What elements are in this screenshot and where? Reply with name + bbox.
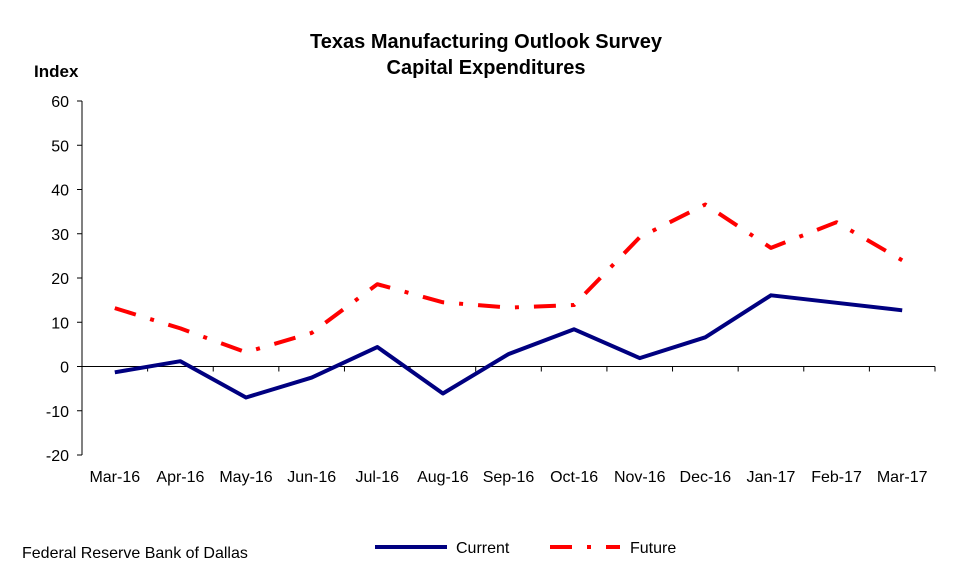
x-tick-label: Sep-16 <box>483 469 535 486</box>
chart-subtitle: Capital Expenditures <box>387 57 586 79</box>
chart-axes <box>77 100 936 456</box>
legend-label-current: Current <box>456 540 510 557</box>
y-tick-labels: 60 50 40 30 20 10 0 -10 -20 <box>46 94 69 465</box>
x-tick-label: Oct-16 <box>550 469 598 486</box>
x-tick-label: Nov-16 <box>614 469 666 486</box>
x-tick-label: Dec-16 <box>680 469 732 486</box>
y-tick-label: 0 <box>60 360 69 377</box>
x-tick-label: May-16 <box>219 469 272 486</box>
y-tick-label: -10 <box>46 404 69 421</box>
y-tick-label: 10 <box>51 315 69 332</box>
chart-title: Texas Manufacturing Outlook Survey <box>310 31 663 53</box>
legend: Current Future <box>375 540 676 557</box>
series-lines <box>114 202 904 400</box>
y-tick-label: 50 <box>51 138 69 155</box>
y-tick-label: 20 <box>51 271 69 288</box>
source-note: Federal Reserve Bank of Dallas <box>22 545 248 562</box>
x-tick-label: Jun-16 <box>287 469 336 486</box>
y-tick-label: 40 <box>51 183 69 200</box>
x-tick-label: Jul-16 <box>355 469 399 486</box>
x-tick-label: Mar-16 <box>89 469 140 486</box>
x-tick-label: Feb-17 <box>811 469 862 486</box>
x-tick-label: Mar-17 <box>877 469 928 486</box>
x-tick-labels: Mar-16 Apr-16 May-16 Jun-16 Jul-16 Aug-16 Sep-… <box>89 469 927 486</box>
x-tick-label: Apr-16 <box>156 469 204 486</box>
series-line-future <box>114 202 904 355</box>
y-axis-label: Index <box>34 62 79 81</box>
y-tick-label: 30 <box>51 227 69 244</box>
series-line-current <box>114 293 903 400</box>
x-tick-label: Jan-17 <box>747 469 796 486</box>
legend-label-future: Future <box>630 540 676 557</box>
y-tick-label: -20 <box>46 448 69 465</box>
x-tick-label: Aug-16 <box>417 469 469 486</box>
y-tick-label: 60 <box>51 94 69 111</box>
